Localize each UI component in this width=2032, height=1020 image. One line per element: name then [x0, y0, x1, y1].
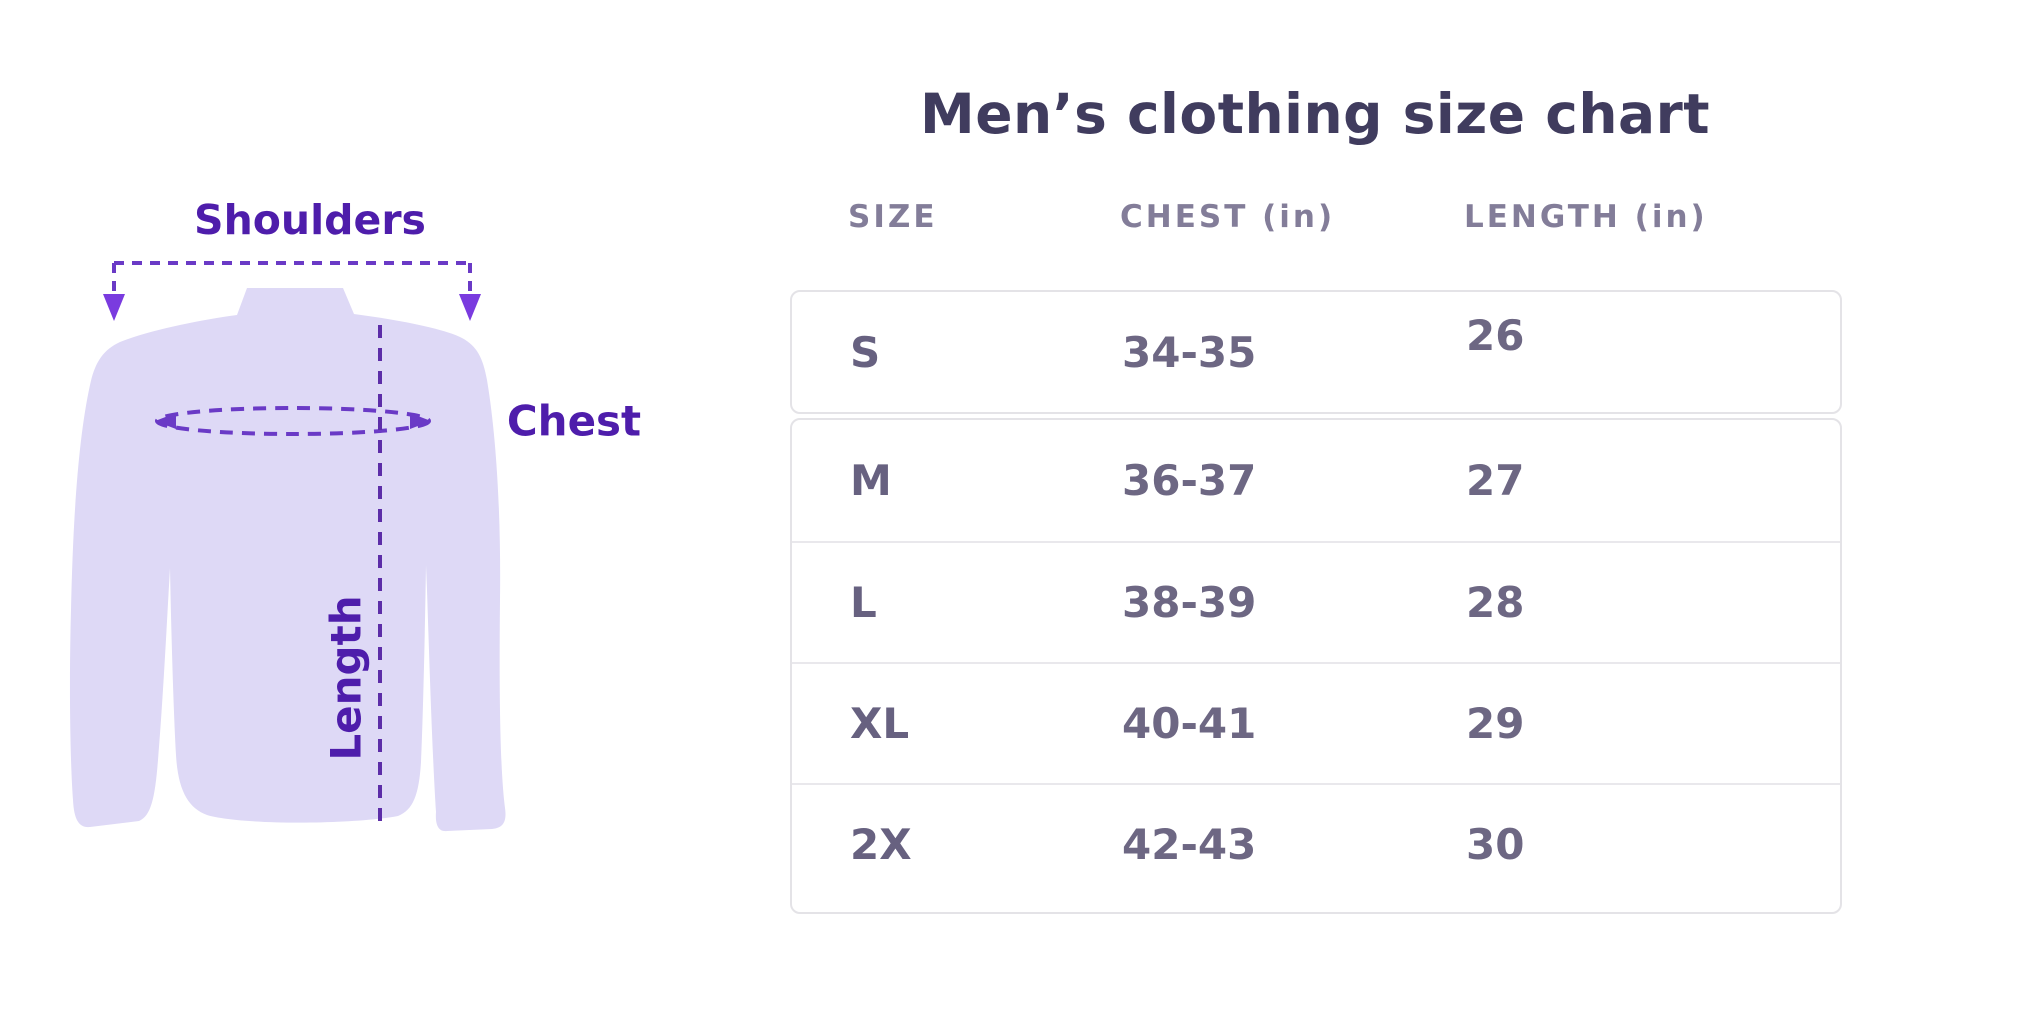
size-cell: S: [850, 327, 881, 377]
chest-cell: 38-39: [1122, 578, 1257, 627]
size-cell: XL: [850, 699, 910, 748]
table-row: XL 40-41 29: [792, 662, 1840, 783]
length-cell: 27: [1466, 456, 1525, 505]
size-rows-card: M 36-37 27 L 38-39 28 XL 40-41 29 2X 42-…: [790, 418, 1842, 914]
column-header-chest: CHEST (in): [1120, 199, 1336, 235]
table-row: 2X 42-43 30: [792, 783, 1840, 904]
page-title: Men’s clothing size chart: [919, 82, 1711, 146]
chest-arrow-right-icon: [410, 413, 431, 429]
shirt-measurement-diagram: [69, 261, 506, 832]
shoulders-arrow-left-icon: [103, 294, 125, 321]
shoulders-arrow-right-icon: [459, 294, 481, 321]
chest-cell: 36-37: [1122, 456, 1257, 505]
length-cell: 30: [1466, 820, 1525, 869]
column-header-length: LENGTH (in): [1464, 199, 1708, 235]
shoulders-label: Shoulders: [194, 196, 426, 244]
table-row: S 34-35 26: [792, 292, 1840, 412]
chest-cell: 42-43: [1122, 820, 1257, 869]
table-row: M 36-37 27: [792, 420, 1840, 541]
chest-cell: 40-41: [1122, 699, 1257, 748]
column-header-size: SIZE: [848, 199, 938, 235]
length-cell: 26: [1466, 310, 1525, 360]
shirt-silhouette: [69, 288, 506, 832]
length-cell: 29: [1466, 699, 1525, 748]
size-cell: 2X: [850, 820, 912, 869]
length-cell: 28: [1466, 578, 1525, 627]
table-row: L 38-39 28: [792, 541, 1840, 662]
size-cell: M: [850, 456, 892, 505]
chest-cell: 34-35: [1122, 327, 1257, 377]
chest-arrow-left-icon: [155, 413, 176, 429]
chest-label: Chest: [506, 396, 642, 446]
table-header-row: SIZE CHEST (in) LENGTH (in): [790, 190, 1842, 244]
shoulders-measure-line: [112, 261, 472, 298]
length-label: Length: [321, 595, 371, 761]
size-row-card-s: S 34-35 26: [790, 290, 1842, 414]
size-cell: L: [850, 578, 877, 627]
